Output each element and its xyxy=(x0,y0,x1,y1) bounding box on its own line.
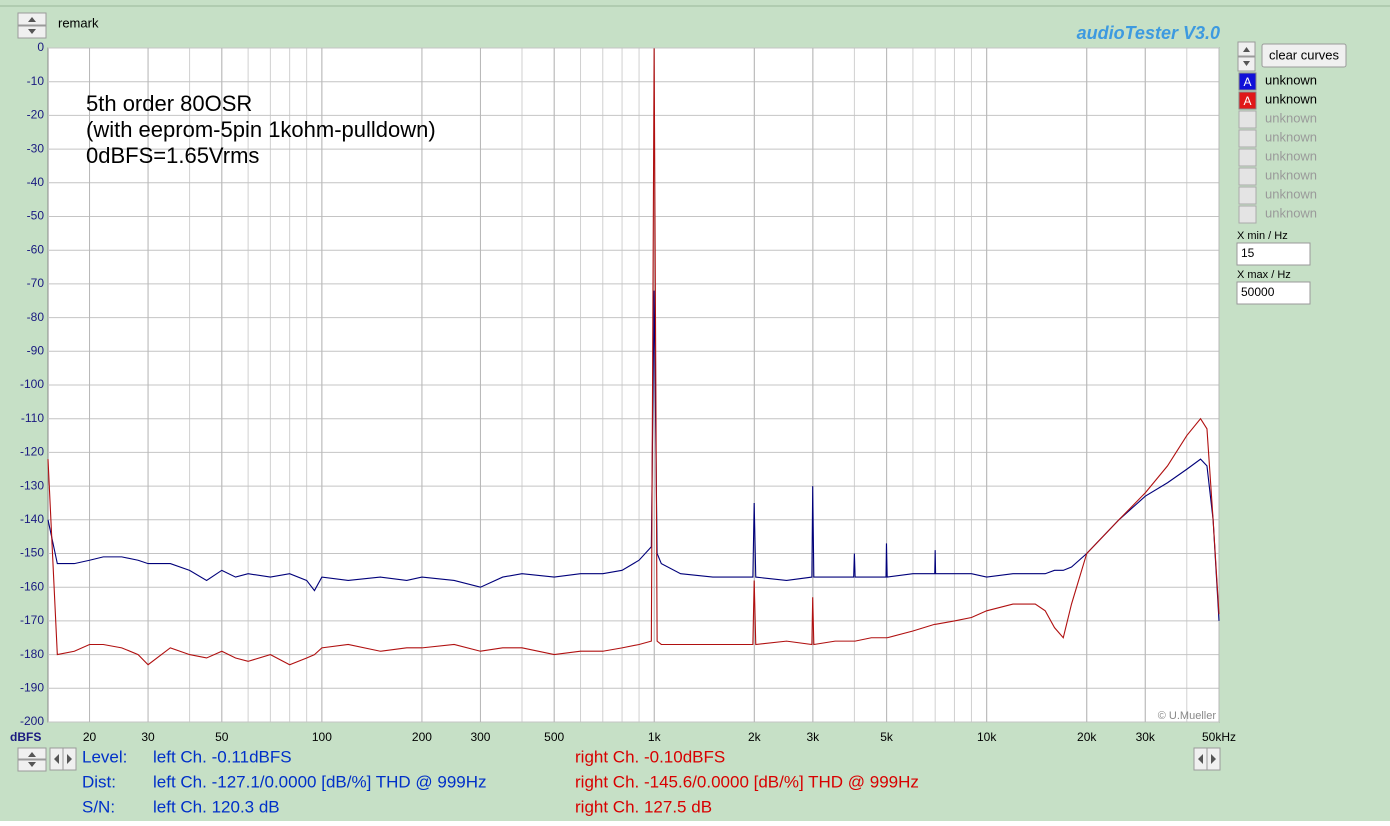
inactive-entry: unknown xyxy=(1265,186,1317,201)
y-tick-label: -70 xyxy=(27,276,45,290)
x-tick-label: 2k xyxy=(748,730,762,744)
x-tick-label: 20k xyxy=(1077,730,1097,744)
x-tick-label: 20 xyxy=(83,730,97,744)
inactive-entry: unknown xyxy=(1265,110,1317,125)
bottom-right-arrows[interactable] xyxy=(1193,747,1221,771)
annotation: (with eeprom-5pin 1kohm-pulldown) xyxy=(86,117,436,142)
legend-letter[interactable]: A xyxy=(1243,94,1251,108)
legend-entry: unknown xyxy=(1265,72,1317,87)
result-right: right Ch. -0.10dBFS xyxy=(575,747,725,766)
inactive-swatch[interactable] xyxy=(1238,205,1257,224)
x-tick-label: 3k xyxy=(807,730,821,744)
x-tick-label: 200 xyxy=(412,730,432,744)
y-tick-label: -160 xyxy=(20,579,44,593)
y-tick-label: 0 xyxy=(37,40,44,54)
y-tick-label: -30 xyxy=(27,141,45,155)
x-tick-label: 30 xyxy=(141,730,155,744)
inactive-entry: unknown xyxy=(1265,148,1317,163)
result-label: Dist: xyxy=(82,772,116,791)
xmax-input[interactable] xyxy=(1236,281,1311,305)
y-axis-label: dBFS xyxy=(10,730,41,744)
y-tick-label: -200 xyxy=(20,714,44,728)
inactive-swatch[interactable] xyxy=(1238,167,1257,186)
inactive-entry: unknown xyxy=(1265,167,1317,182)
legend-swatch[interactable] xyxy=(1238,91,1257,110)
y-tick-label: -10 xyxy=(27,74,45,88)
result-right: right Ch. -145.6/0.0000 [dB/%] THD @ 999… xyxy=(575,772,919,791)
x-tick-label: 500 xyxy=(544,730,564,744)
y-tick-label: -190 xyxy=(20,680,44,694)
result-left: left Ch. 120.3 dB xyxy=(153,797,280,816)
result-label: S/N: xyxy=(82,797,115,816)
y-tick-label: -150 xyxy=(20,546,44,560)
y-tick-label: -180 xyxy=(20,647,44,661)
inactive-entry: unknown xyxy=(1265,129,1317,144)
inactive-swatch[interactable] xyxy=(1238,186,1257,205)
y-tick-label: -140 xyxy=(20,512,44,526)
xmin-input[interactable] xyxy=(1236,242,1311,266)
y-tick-label: -50 xyxy=(27,209,45,223)
inactive-swatch[interactable] xyxy=(1238,148,1257,167)
y-tick-label: -60 xyxy=(27,242,45,256)
y-tick-label: -120 xyxy=(20,445,44,459)
y-tick-label: -130 xyxy=(20,478,44,492)
y-tick-label: -100 xyxy=(20,377,44,391)
app-title: audioTester V3.0 xyxy=(1077,23,1220,43)
y-tick-label: -110 xyxy=(21,411,44,425)
annotation: 0dBFS=1.65Vrms xyxy=(86,143,259,168)
remark-label: remark xyxy=(58,15,99,30)
bottom-spinner[interactable] xyxy=(17,747,77,772)
x-tick-label: 50kHz xyxy=(1202,730,1236,744)
x-tick-label: 1k xyxy=(648,730,662,744)
legend-swatch[interactable] xyxy=(1238,72,1257,91)
inactive-swatch[interactable] xyxy=(1238,129,1257,148)
result-label: Level: xyxy=(82,747,127,766)
x-tick-label: 300 xyxy=(470,730,490,744)
result-right: right Ch. 127.5 dB xyxy=(575,797,712,816)
legend-entry: unknown xyxy=(1265,91,1317,106)
credit: © U.Mueller xyxy=(1158,710,1217,722)
xmax-value[interactable]: 50000 xyxy=(1241,285,1275,299)
spectrum-line xyxy=(47,290,1220,621)
result-left: left Ch. -0.11dBFS xyxy=(153,747,292,766)
y-tick-label: -170 xyxy=(20,613,44,627)
y-tick-label: -20 xyxy=(27,108,45,122)
y-tick-label: -40 xyxy=(27,175,45,189)
x-tick-label: 5k xyxy=(880,730,894,744)
clear-curves-label[interactable]: clear curves xyxy=(1269,47,1340,62)
x-tick-label: 100 xyxy=(312,730,332,744)
spectrum-line xyxy=(47,48,1220,666)
xmax-label: X max / Hz xyxy=(1237,269,1291,281)
clear-curves-button[interactable] xyxy=(1261,43,1347,68)
xmin-label: X min / Hz xyxy=(1237,230,1288,242)
curve-spinner[interactable] xyxy=(1237,41,1256,72)
x-tick-label: 30k xyxy=(1136,730,1156,744)
result-left: left Ch. -127.1/0.0000 [dB/%] THD @ 999H… xyxy=(153,772,487,791)
inactive-entry: unknown xyxy=(1265,205,1317,220)
legend-letter[interactable]: A xyxy=(1243,75,1251,89)
x-tick-label: 50 xyxy=(215,730,229,744)
y-tick-label: -90 xyxy=(27,343,45,357)
xmin-value[interactable]: 15 xyxy=(1241,246,1255,260)
remark-spinner[interactable] xyxy=(17,12,47,39)
x-tick-label: 10k xyxy=(977,730,997,744)
annotation: 5th order 80OSR xyxy=(86,91,252,116)
inactive-swatch[interactable] xyxy=(1238,110,1257,129)
y-tick-label: -80 xyxy=(27,310,45,324)
